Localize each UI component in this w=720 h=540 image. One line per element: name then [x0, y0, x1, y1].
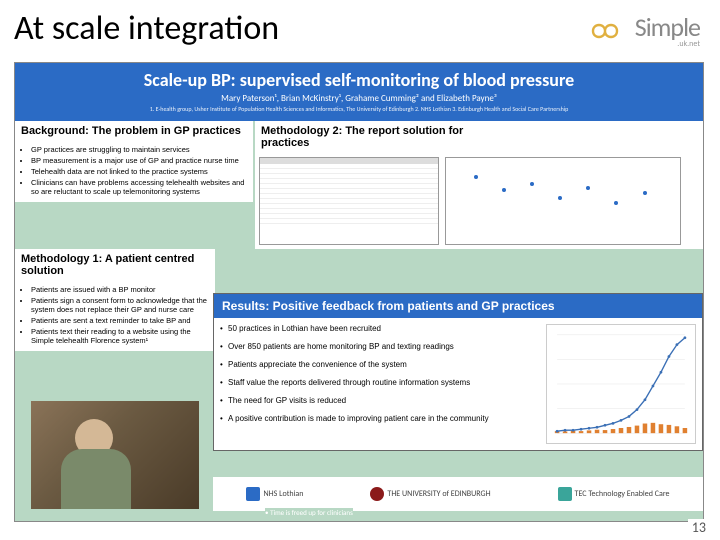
list-item: A positive contribution is made to impro… — [220, 414, 540, 423]
page-number: 13 — [688, 519, 710, 536]
nhs-logo: NHS Lothian — [246, 487, 303, 501]
patient-photo — [31, 401, 199, 509]
brand-name: Simple — [635, 14, 700, 40]
results-bullets: 50 practices in Lothian have been recrui… — [220, 324, 540, 444]
tec-logo: TEC Technology Enabled Care — [558, 487, 670, 501]
list-item: Patients appreciate the convenience of t… — [220, 360, 540, 369]
report-timeline — [445, 157, 681, 245]
results-section: Results: Positive feedback from patients… — [213, 293, 703, 451]
methodology1-section: Methodology 1: A patient centred solutio… — [15, 249, 215, 351]
list-item: Patients text their reading to a website… — [31, 327, 209, 345]
background-section: Background: The problem in GP practices … — [15, 121, 253, 202]
poster-authors: Mary Paterson¹, Brian McKinstry¹, Graham… — [25, 93, 693, 104]
results-heading: Results: Positive feedback from patients… — [214, 294, 702, 318]
list-item: The need for GP visits is reduced — [220, 396, 540, 405]
list-item: BP measurement is a major use of GP and … — [31, 156, 247, 165]
list-item: GP practices are struggling to maintain … — [31, 145, 247, 154]
uoe-logo: THE UNIVERSITY of EDINBURGH — [370, 487, 490, 501]
methodology1-bullets: Patients are issued with a BP monitor Pa… — [15, 281, 215, 351]
list-item: Clinicians can have problems accessing t… — [31, 178, 247, 196]
report-table — [259, 157, 439, 245]
list-item: Telehealth data are not linked to the pr… — [31, 167, 247, 176]
list-item: Over 850 patients are home monitoring BP… — [220, 342, 540, 351]
brand-text: Simple .uk.net — [635, 14, 700, 48]
uoe-logo-text: THE UNIVERSITY of EDINBURGH — [387, 489, 490, 499]
brand-sub: .uk.net — [635, 40, 700, 48]
report-mock: Alert — [255, 153, 685, 249]
brand-logo: Simple .uk.net — [581, 14, 700, 48]
poster-header: Scale-up BP: supervised self-monitoring … — [15, 63, 703, 121]
results-body: 50 practices in Lothian have been recrui… — [214, 318, 702, 450]
tec-logo-text: TEC Technology Enabled Care — [575, 489, 670, 499]
list-item: Patients are issued with a BP monitor — [31, 285, 209, 294]
results-chart — [546, 324, 696, 444]
list-item: Patients sign a consent form to acknowle… — [31, 296, 209, 314]
background-bullets: GP practices are struggling to maintain … — [15, 141, 253, 202]
list-item: Staff value the reports delivered throug… — [220, 378, 540, 387]
knot-icon — [581, 15, 629, 47]
methodology1-heading: Methodology 1: A patient centred solutio… — [15, 249, 215, 281]
list-item: Patients are sent a text reminder to tak… — [31, 316, 209, 325]
poster-title: Scale-up BP: supervised self-monitoring … — [25, 69, 693, 91]
poster-affiliations: 1. E-health group, Usher Institute of Po… — [25, 105, 693, 113]
background-heading: Background: The problem in GP practices — [15, 121, 253, 141]
list-item: 50 practices in Lothian have been recrui… — [220, 324, 540, 333]
poster: Scale-up BP: supervised self-monitoring … — [14, 62, 704, 522]
methodology2-heading: Methodology 2: The report solution for p… — [255, 121, 475, 153]
footer-note: • Time is freed up for clinicians — [265, 508, 353, 517]
nhs-logo-text: NHS Lothian — [263, 489, 303, 499]
poster-body: Background: The problem in GP practices … — [15, 121, 703, 517]
methodology2-section: Methodology 2: The report solution for p… — [255, 121, 703, 249]
logos-row: NHS Lothian THE UNIVERSITY of EDINBURGH … — [213, 477, 703, 511]
